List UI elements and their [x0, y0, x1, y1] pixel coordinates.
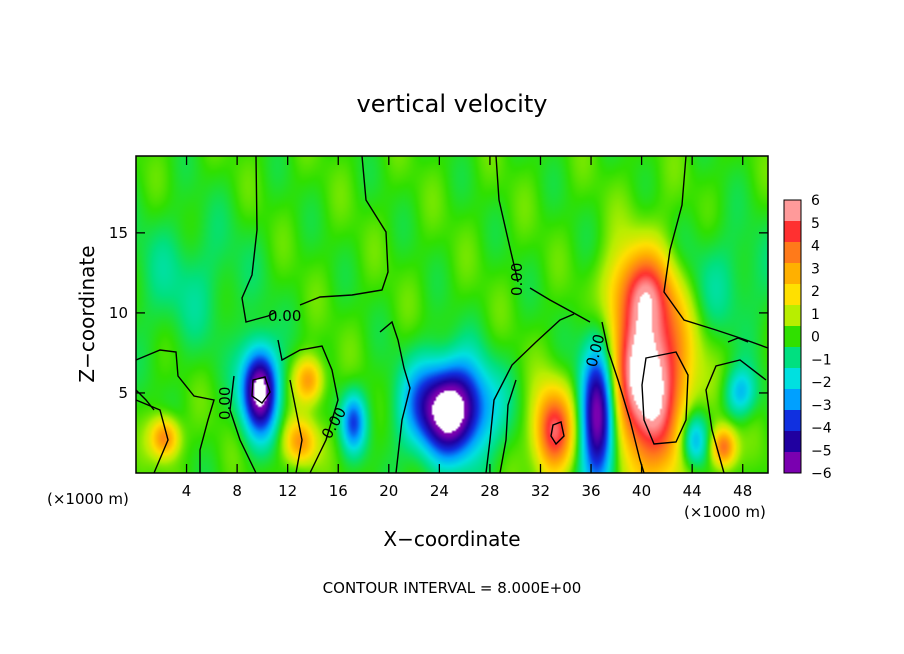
- contour-line: [241, 155, 277, 323]
- colorbar-swatch: [784, 326, 801, 348]
- contour-line: [727, 337, 749, 343]
- plot-frame: [135, 155, 769, 474]
- heatmap-field: [136, 156, 768, 473]
- x-tick-label: 32: [531, 482, 550, 500]
- colorbar-swatch: [784, 284, 801, 306]
- x-axis-label: X−coordinate: [383, 527, 520, 551]
- colorbar-swatch: [784, 347, 801, 369]
- x-tick-label: 12: [278, 482, 297, 500]
- contour-line: [135, 349, 215, 473]
- contour-line: [641, 351, 689, 445]
- x-tick-label: 28: [480, 482, 499, 500]
- y-axis-ticks: 5 10 15: [109, 224, 768, 402]
- contour-label: 0.00: [268, 307, 301, 325]
- colorbar-label: −1: [811, 352, 832, 368]
- colorbar-frame: [783, 199, 802, 474]
- contour-line: [601, 321, 645, 474]
- colorbar: 6 5 4 3 2 1 0 −1 −2 −3 −4 −5 −6: [783, 193, 832, 482]
- x-axis-units-right: (×1000 m): [684, 503, 766, 521]
- contour-line: [705, 359, 767, 474]
- x-tick-label: 36: [581, 482, 600, 500]
- colorbar-label: 5: [811, 216, 820, 232]
- colorbar-label: 2: [811, 284, 820, 300]
- x-tick-label: 20: [379, 482, 398, 500]
- y-axis-label: Z−coordinate: [75, 245, 99, 382]
- y-tick-label: 5: [118, 384, 128, 402]
- colorbar-label: −3: [811, 398, 832, 414]
- contour-line: [495, 155, 519, 283]
- plot-area: 0.00 0.00 0.00 0.00 0.00 4 8 12 16 20 24 28 32 3…: [109, 155, 769, 500]
- colorbar-label: 3: [811, 261, 820, 277]
- contour-line: [251, 376, 271, 404]
- x-tick-label: 24: [430, 482, 449, 500]
- colorbar-label: −4: [811, 421, 832, 437]
- x-tick-label: 8: [232, 482, 242, 500]
- x-tick-label: 16: [329, 482, 348, 500]
- chart-title: vertical velocity: [357, 90, 548, 118]
- x-tick-label: 48: [733, 482, 752, 500]
- colorbar-label: −2: [811, 375, 832, 391]
- contour-line: [550, 421, 565, 446]
- colorbar-swatch: [784, 368, 801, 390]
- contour-line: [499, 379, 517, 474]
- x-tick-label: 44: [683, 482, 702, 500]
- contour-label: 0.00: [508, 263, 526, 296]
- contour-labels: 0.00 0.00 0.00 0.00 0.00: [216, 263, 609, 442]
- colorbar-swatch: [784, 242, 801, 264]
- x-axis-ticks: 4 8 12 16 20 24 28 32 36 40 44 48: [182, 156, 752, 500]
- contour-line: [299, 155, 389, 306]
- colorbar-label: −6: [811, 466, 832, 482]
- y-tick-label: 10: [109, 304, 128, 322]
- colorbar-label: 0: [811, 330, 820, 346]
- colorbar-swatch: [784, 305, 801, 327]
- contour-line: [229, 375, 257, 474]
- contour-interval-note: CONTOUR INTERVAL = 8.000E+00: [323, 579, 582, 597]
- contour-line: [379, 320, 411, 474]
- contour-line: [529, 287, 591, 323]
- contour-label: 0.00: [216, 387, 234, 420]
- colorbar-swatch: [784, 389, 801, 411]
- colorbar-label: 1: [811, 307, 820, 323]
- colorbar-label: 6: [811, 193, 820, 209]
- colorbar-swatch: [784, 410, 801, 432]
- colorbar-swatch: [784, 200, 801, 222]
- colorbar-swatch: [784, 263, 801, 285]
- colorbar-swatch: [784, 221, 801, 243]
- zero-contour-lines: [135, 155, 769, 474]
- colorbar-label: 4: [811, 239, 820, 255]
- contour-line: [663, 155, 769, 349]
- contour-line: [135, 399, 169, 474]
- colorbar-swatch: [784, 452, 801, 474]
- x-tick-label: 40: [632, 482, 651, 500]
- contour-line: [277, 339, 339, 474]
- y-tick-label: 15: [109, 224, 128, 242]
- x-axis-units-left: (×1000 m): [47, 490, 129, 508]
- contour-line: [485, 313, 575, 474]
- x-tick-label: 4: [182, 482, 192, 500]
- contour-line: [289, 379, 303, 474]
- colorbar-label: −5: [811, 443, 832, 459]
- colorbar-swatch: [784, 431, 801, 453]
